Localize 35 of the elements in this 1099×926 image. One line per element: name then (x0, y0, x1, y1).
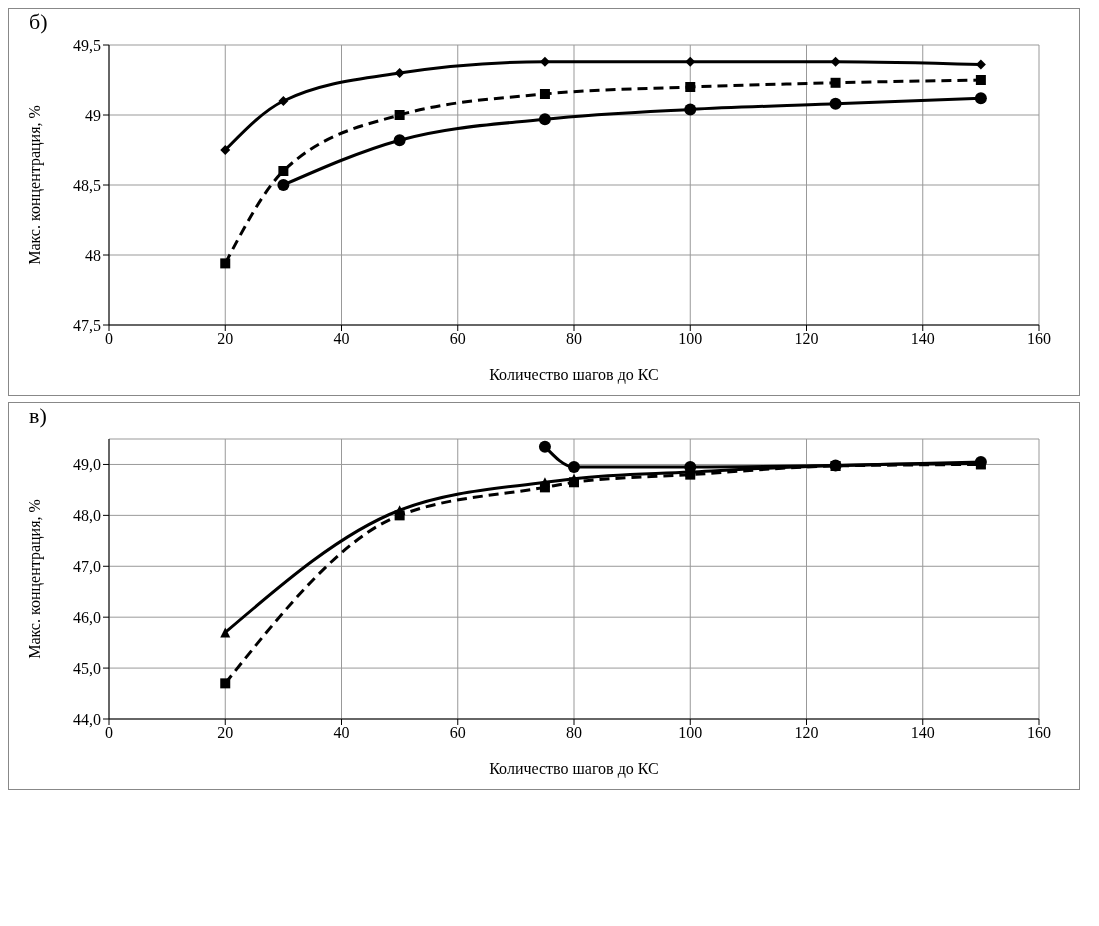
y-tick-label: 47,5 (73, 316, 101, 334)
y-axis-title: Макс. концентрация, % (25, 499, 44, 659)
x-tick-label: 0 (105, 330, 113, 348)
x-tick-label: 100 (678, 724, 703, 742)
y-tick-label: 49,5 (73, 36, 101, 54)
chart-title: в) (28, 403, 48, 429)
y-tick-label: 49 (85, 106, 101, 124)
x-tick-label: 40 (333, 724, 350, 742)
x-tick-label: 80 (566, 724, 582, 742)
x-tick-label: 160 (1027, 724, 1051, 742)
y-tick-label: 48,5 (73, 176, 101, 194)
chart-title: б) (28, 9, 49, 35)
y-tick-label: 46,0 (73, 608, 101, 626)
x-axis-title: Количество шагов до КС (489, 760, 659, 778)
x-tick-label: 60 (449, 724, 466, 742)
y-tick-label: 45,0 (73, 659, 101, 677)
x-tick-label: 160 (1027, 330, 1051, 348)
y-tick-label: 49,0 (73, 456, 101, 474)
y-tick-label: 44,0 (73, 710, 101, 728)
x-tick-label: 80 (566, 330, 582, 348)
x-tick-label: 120 (794, 724, 819, 742)
y-axis-title: Макс. концентрация, % (25, 105, 44, 265)
x-tick-label: 40 (333, 330, 350, 348)
x-tick-label: 60 (449, 330, 466, 348)
x-tick-label: 0 (105, 724, 113, 742)
y-tick-label: 48 (85, 246, 101, 264)
x-tick-label: 140 (910, 724, 935, 742)
y-tick-label: 47,0 (73, 557, 101, 575)
x-axis-title: Количество шагов до КС (489, 366, 659, 384)
x-tick-label: 20 (217, 330, 234, 348)
x-tick-label: 140 (910, 330, 935, 348)
x-tick-label: 100 (678, 330, 703, 348)
y-tick-label: 48,0 (73, 507, 101, 525)
x-tick-label: 120 (794, 330, 819, 348)
x-tick-label: 20 (217, 724, 234, 742)
